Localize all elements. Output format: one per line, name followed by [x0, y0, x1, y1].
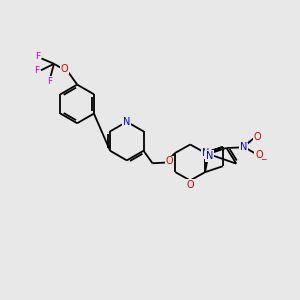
- Text: O: O: [255, 150, 263, 160]
- Text: F: F: [35, 52, 40, 62]
- Text: O: O: [60, 64, 68, 74]
- Text: F: F: [47, 77, 52, 86]
- Text: F: F: [34, 66, 39, 75]
- Text: O: O: [186, 180, 194, 190]
- Text: O: O: [165, 156, 173, 167]
- Text: N: N: [123, 117, 130, 127]
- Text: +: +: [245, 140, 250, 145]
- Text: O: O: [254, 132, 261, 142]
- Text: −: −: [260, 155, 266, 164]
- Text: N: N: [206, 151, 213, 161]
- Text: N: N: [202, 148, 209, 158]
- Text: N: N: [240, 142, 247, 152]
